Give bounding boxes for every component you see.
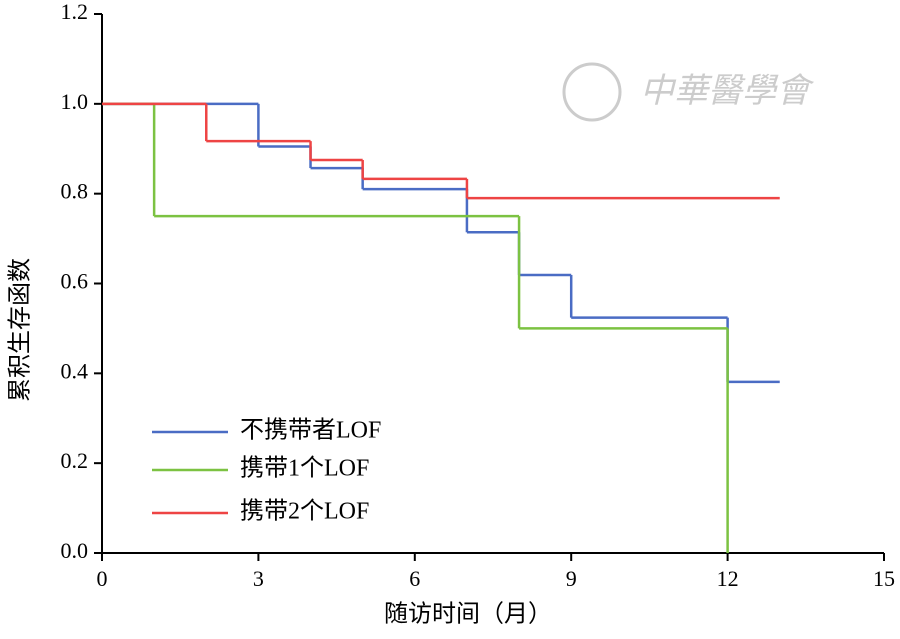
y-tick-label: 0.6: [61, 269, 89, 294]
y-tick-label: 1.0: [61, 89, 89, 114]
y-tick-label: 0.0: [61, 538, 89, 563]
x-tick-label: 15: [873, 566, 895, 591]
x-tick-label: 0: [97, 566, 108, 591]
y-tick-label: 0.8: [61, 179, 89, 204]
y-axis-label: 累积生存函数: [7, 258, 34, 402]
x-axis-label: 随访时间（月）: [384, 601, 552, 628]
legend-label: 携带1个LOF: [240, 455, 369, 482]
y-tick-label: 1.2: [61, 0, 89, 24]
legend-label: 不携带者LOF: [240, 417, 381, 444]
watermark-logo: [562, 62, 622, 122]
x-tick-label: 3: [253, 566, 264, 591]
x-tick-label: 6: [409, 566, 420, 591]
x-tick-label: 9: [566, 566, 577, 591]
watermark: 中華醫學會: [640, 73, 815, 110]
legend-label: 携带2个LOF: [240, 498, 369, 525]
x-tick-label: 12: [717, 566, 739, 591]
y-tick-label: 0.2: [61, 448, 89, 473]
y-tick-label: 0.4: [61, 358, 89, 383]
